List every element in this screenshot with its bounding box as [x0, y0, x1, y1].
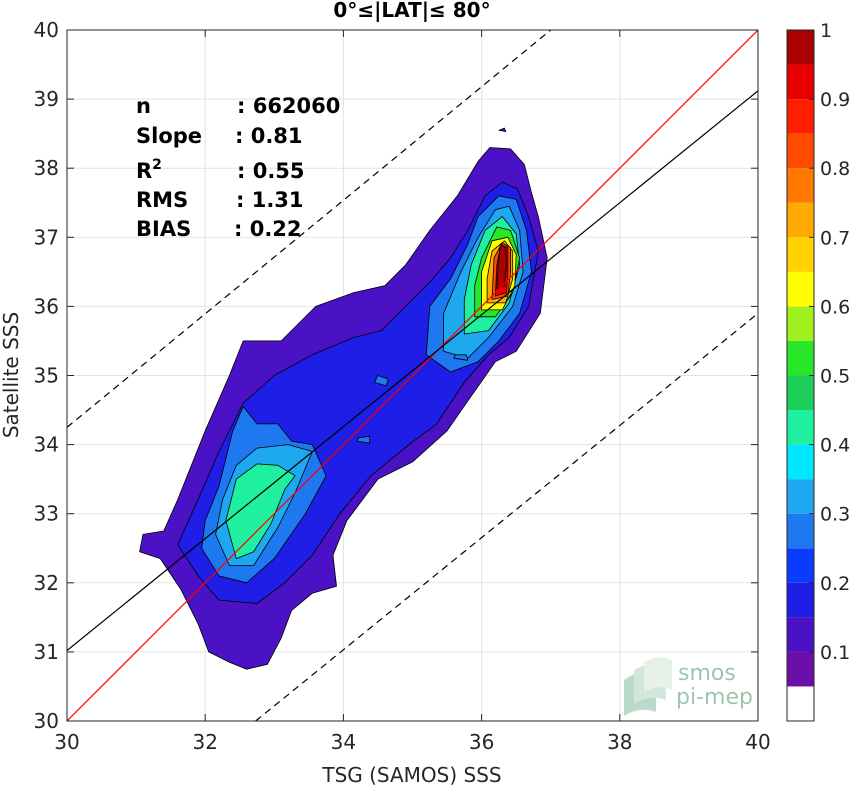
x-tick-label: 40 [745, 730, 770, 754]
x-tick-label: 38 [607, 730, 632, 754]
x-tick-label: 30 [54, 730, 79, 754]
x-tick-label: 36 [469, 730, 494, 754]
colorbar-tick-label: 1 [820, 20, 832, 42]
contour-level-0-1 [498, 127, 507, 132]
colorbar-level [787, 202, 814, 238]
y-axis-ticks: 30 31 32 33 34 35 36 37 38 39 40 [34, 18, 758, 733]
contour-level-1 [496, 245, 507, 290]
colorbar-level [787, 513, 814, 549]
y-tick-label: 35 [34, 364, 59, 388]
colorbar-tick-label: 0.2 [820, 573, 850, 595]
colorbar-level [787, 375, 814, 411]
stat-label-text: n [136, 94, 151, 118]
contour-level-0-25 [356, 435, 371, 444]
logo-text-smos: smos [678, 661, 736, 686]
density-contours [139, 127, 548, 670]
stat-label-text: BIAS [136, 217, 191, 241]
colorbar-level [787, 271, 814, 307]
logo-waves-icon [624, 657, 672, 716]
stat-label-text: RMS [136, 188, 188, 212]
stat-value: : 0.22 [234, 217, 302, 241]
stat-label: BIAS [136, 217, 191, 241]
stat-label: RMS [136, 188, 188, 212]
colorbar-level [787, 306, 814, 341]
stat-label-superscript: 2 [152, 157, 162, 173]
stat-value: : 1.31 [236, 188, 304, 212]
stat-label: R2 [136, 157, 162, 183]
colorbar-tick-label: 0.9 [820, 89, 850, 111]
contour-level-0-25 [374, 375, 389, 387]
colorbar-level [787, 99, 814, 134]
stat-label: Slope [136, 124, 202, 148]
y-tick-label: 37 [34, 225, 59, 249]
colorbar-level [787, 410, 814, 445]
y-tick-label: 39 [34, 87, 59, 111]
colorbar-level [787, 237, 814, 272]
y-tick-label: 38 [34, 156, 59, 180]
colorbar-level [787, 617, 814, 652]
colorbar-level [787, 686, 814, 721]
colorbar-tick-label: 0.7 [820, 227, 850, 249]
colorbar-level [787, 168, 814, 203]
y-tick-label: 32 [34, 571, 59, 595]
colorbar-level [787, 548, 814, 583]
y-tick-label: 33 [34, 502, 59, 526]
y-tick-label: 30 [34, 709, 59, 733]
stat-label-text: Slope [136, 124, 202, 148]
statistics-box: n : 662060 Slope : 0.81 R2 : 0.55 RMS : 1.31 BIA… [136, 94, 340, 241]
y-tick-label: 31 [34, 640, 59, 664]
colorbar-level [787, 479, 814, 514]
colorbar-level [787, 64, 814, 100]
colorbar-level [787, 582, 814, 618]
stat-value: : 0.81 [235, 124, 303, 148]
colorbar-tick-label: 0.3 [820, 504, 850, 526]
y-tick-label: 36 [34, 294, 59, 318]
colorbar-tick-label: 0.4 [820, 435, 850, 457]
colorbar-tick-label: 0.1 [820, 642, 850, 664]
reference-lines [67, 30, 758, 721]
colorbar-level [787, 30, 814, 65]
smos-pimep-logo: smos pi-mep [624, 657, 753, 716]
stat-value: : 0.55 [237, 159, 305, 183]
x-axis-label: TSG (SAMOS) SSS [321, 763, 501, 787]
chart-title: 0°≤|LAT|≤ 80° [333, 0, 490, 22]
colorbar-tick-label: 0.5 [820, 366, 850, 388]
contour-level-0-25 [453, 354, 469, 361]
colorbar-level [787, 133, 814, 169]
x-tick-label: 32 [192, 730, 217, 754]
stat-value: : 662060 [237, 94, 340, 118]
colorbar-tick-label: 0.8 [820, 158, 850, 180]
colorbar-level [787, 444, 814, 480]
contour-level-0-4 [225, 463, 296, 559]
y-tick-label: 40 [34, 18, 59, 42]
y-axis-label: Satellite SSS [0, 312, 23, 438]
colorbar: 0.1 0.2 0.3 0.4 0.5 0.6 0.7 0.8 0.9 1 [786, 20, 850, 722]
logo-text-pimep: pi-mep [676, 685, 753, 710]
fit-line [67, 90, 758, 651]
upper-line [67, 30, 552, 428]
colorbar-tick-label: 0.6 [820, 296, 850, 318]
y-tick-label: 34 [34, 433, 59, 457]
colorbar-level [787, 651, 814, 687]
identity-line [67, 30, 758, 721]
x-axis-ticks: 30 32 34 36 38 40 [54, 30, 771, 754]
stat-label-text: R [136, 159, 152, 183]
stat-label: n [136, 94, 151, 118]
x-tick-label: 34 [331, 730, 356, 754]
colorbar-level [787, 340, 814, 376]
